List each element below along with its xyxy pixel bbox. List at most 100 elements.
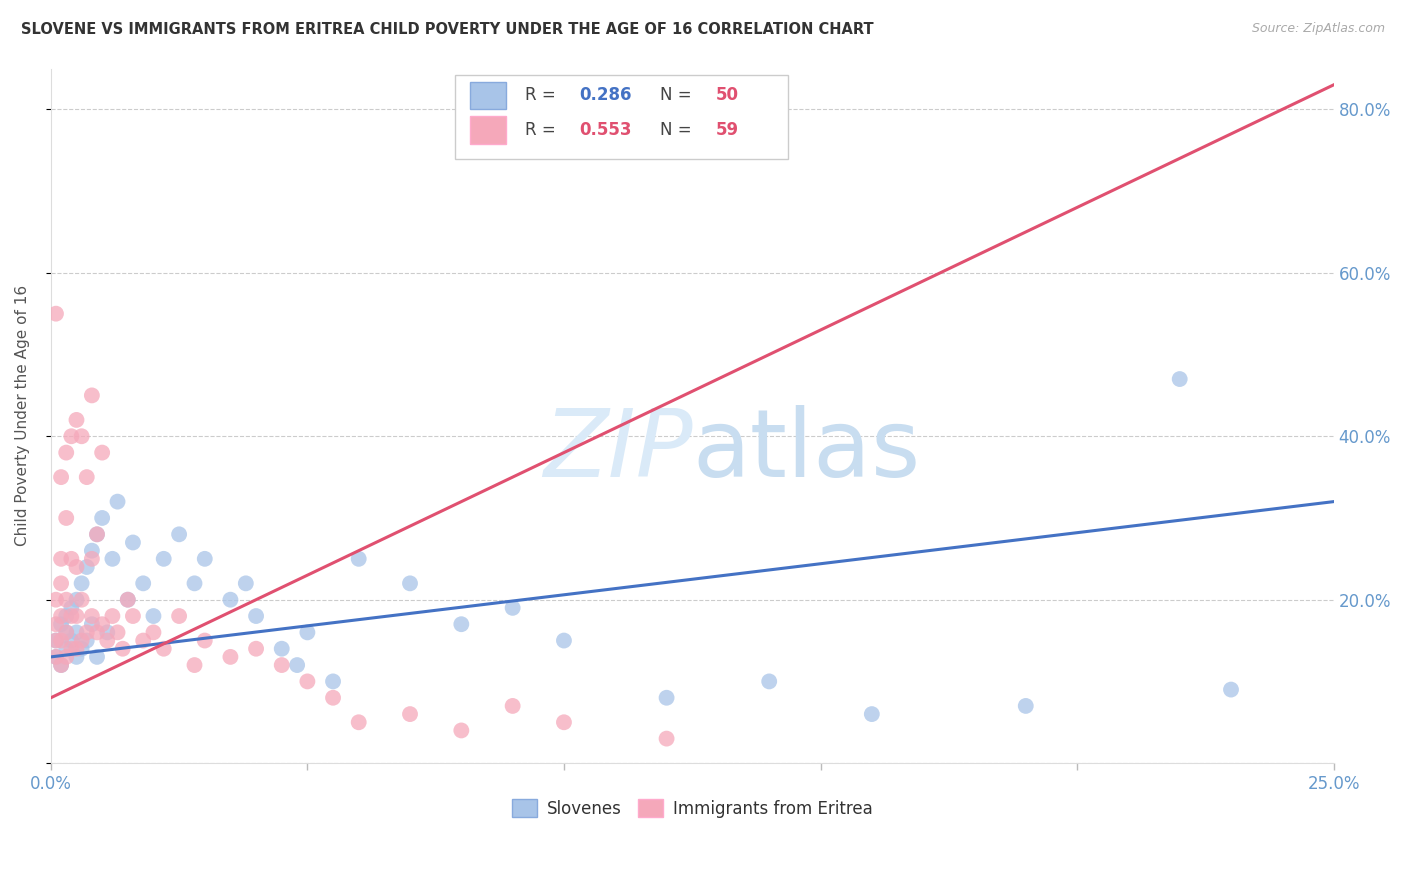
Point — [49, 551, 72, 566]
Point — [860, 707, 883, 722]
Point — [55, 609, 77, 624]
Point — [183, 576, 205, 591]
Point — [142, 625, 165, 640]
Point — [76, 470, 98, 484]
Point — [49, 658, 72, 673]
Point — [96, 633, 118, 648]
Point — [80, 551, 103, 566]
Point — [60, 551, 83, 566]
Point — [65, 560, 87, 574]
Point — [65, 625, 87, 640]
FancyBboxPatch shape — [471, 116, 506, 144]
Point — [322, 674, 344, 689]
Point — [219, 592, 242, 607]
Point — [117, 592, 139, 607]
Point — [758, 674, 780, 689]
Point — [65, 641, 87, 656]
Point — [55, 625, 77, 640]
Point — [49, 633, 72, 648]
Legend: Slovenes, Immigrants from Eritrea: Slovenes, Immigrants from Eritrea — [505, 793, 880, 824]
Point — [1220, 682, 1243, 697]
Point — [76, 625, 98, 640]
Point — [322, 690, 344, 705]
Point — [285, 658, 308, 673]
Point — [91, 511, 114, 525]
Point — [60, 429, 83, 443]
Point — [245, 641, 267, 656]
Point — [502, 600, 524, 615]
Point — [70, 641, 93, 656]
Point — [194, 633, 217, 648]
Point — [65, 609, 87, 624]
Text: N =: N = — [661, 121, 697, 139]
Point — [86, 625, 108, 640]
Point — [117, 592, 139, 607]
Point — [245, 609, 267, 624]
Point — [91, 617, 114, 632]
Text: 0.286: 0.286 — [579, 87, 631, 104]
Text: N =: N = — [661, 87, 697, 104]
Point — [60, 600, 83, 615]
Point — [107, 625, 129, 640]
Point — [45, 649, 67, 664]
Point — [101, 609, 124, 624]
Point — [270, 641, 292, 656]
Point — [122, 609, 145, 624]
Point — [49, 609, 72, 624]
Point — [80, 543, 103, 558]
Point — [183, 658, 205, 673]
Point — [297, 674, 319, 689]
Point — [65, 649, 87, 664]
Text: R =: R = — [526, 121, 561, 139]
Point — [450, 617, 472, 632]
Point — [70, 633, 93, 648]
Text: ZIP: ZIP — [543, 405, 692, 496]
Point — [86, 649, 108, 664]
Point — [45, 633, 67, 648]
FancyBboxPatch shape — [456, 76, 789, 159]
Point — [45, 592, 67, 607]
Point — [235, 576, 257, 591]
Point — [655, 690, 678, 705]
Point — [70, 592, 93, 607]
Point — [45, 307, 67, 321]
Point — [76, 633, 98, 648]
Point — [55, 511, 77, 525]
Point — [132, 576, 155, 591]
Point — [270, 658, 292, 673]
Point — [111, 641, 134, 656]
Point — [101, 551, 124, 566]
Point — [60, 641, 83, 656]
Point — [45, 633, 67, 648]
Point — [55, 592, 77, 607]
Point — [49, 576, 72, 591]
Point — [167, 527, 190, 541]
Point — [86, 527, 108, 541]
Point — [1015, 698, 1038, 713]
Point — [152, 641, 174, 656]
Point — [45, 649, 67, 664]
Point — [55, 445, 77, 459]
Text: 50: 50 — [716, 87, 738, 104]
Point — [70, 576, 93, 591]
Point — [49, 470, 72, 484]
Point — [49, 617, 72, 632]
Point — [107, 494, 129, 508]
Point — [76, 560, 98, 574]
Point — [55, 625, 77, 640]
Point — [70, 429, 93, 443]
Point — [60, 633, 83, 648]
Point — [80, 617, 103, 632]
Point — [49, 658, 72, 673]
Point — [553, 715, 575, 730]
Point — [1168, 372, 1191, 386]
Point — [167, 609, 190, 624]
Point — [399, 707, 422, 722]
Text: R =: R = — [526, 87, 561, 104]
Point — [80, 609, 103, 624]
Point — [553, 633, 575, 648]
Point — [55, 641, 77, 656]
Point — [65, 592, 87, 607]
Text: atlas: atlas — [692, 405, 921, 497]
Point — [347, 715, 370, 730]
